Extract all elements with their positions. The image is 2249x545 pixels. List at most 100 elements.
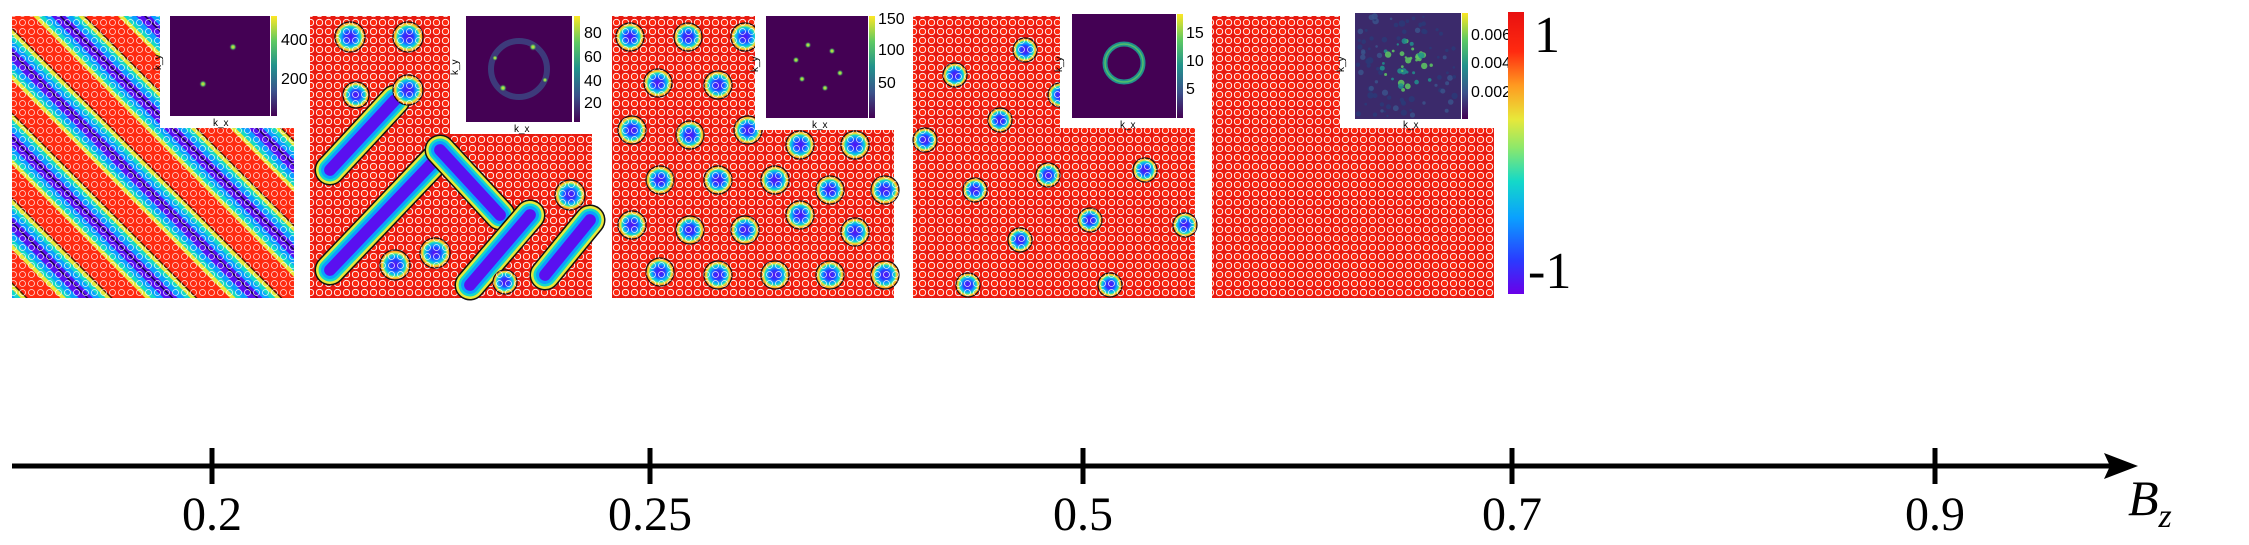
noise-speck <box>1452 75 1457 79</box>
inset-cb-tick: 0.006 <box>1471 27 1511 44</box>
axis-tick-label: 0.9 <box>1905 488 1965 541</box>
noise-speck <box>1357 39 1361 42</box>
noise-speck <box>1421 28 1427 35</box>
skyrmion-spin-overlay <box>646 258 674 286</box>
panel-bz-0.5: 150 100 50 k_y k_x <box>612 11 905 298</box>
skyrmions <box>334 21 586 295</box>
fourier-inset: 400 200 k_y k_x <box>153 16 308 129</box>
skyrmion-spin-overlay <box>646 166 674 194</box>
fourier-inset: 80 60 40 20 k_y k_x <box>450 16 602 135</box>
noise-speck <box>1384 51 1392 58</box>
bragg-peak <box>798 75 806 83</box>
noise-speck <box>1421 21 1426 27</box>
skyrmion-spin-overlay <box>343 82 369 108</box>
inset-ylabel: k_y <box>1054 56 1065 72</box>
inset-cb-tick: 100 <box>878 42 905 59</box>
noise-speck <box>1398 83 1404 89</box>
bz-axis: 0.2 0.25 0.5 0.7 0.9 Bz <box>12 448 2172 541</box>
noise-speck <box>1365 58 1372 65</box>
noise-speck <box>1367 92 1374 99</box>
inset-plot-area <box>1355 13 1461 119</box>
noise-speck <box>1379 102 1385 107</box>
noise-speck <box>1404 83 1411 90</box>
noise-speck <box>1383 110 1386 113</box>
panel-bz-0.2: 400 200 k_y k_x <box>12 12 308 298</box>
bragg-peak <box>542 77 548 83</box>
skyrmions <box>615 22 900 290</box>
noise-speck <box>1379 65 1385 71</box>
noise-speck <box>1437 75 1442 80</box>
noise-speck <box>1409 41 1414 46</box>
skyrmion-spin-overlay <box>731 216 759 244</box>
elongated-domain <box>324 94 401 176</box>
noise-speck <box>1368 85 1374 91</box>
noise-speck <box>1405 57 1412 64</box>
inset-colorbar <box>1462 13 1468 119</box>
skyrmion-spin-overlay <box>786 131 814 159</box>
noise-speck <box>1389 17 1393 21</box>
noise-speck <box>1367 47 1371 51</box>
elongated-domains <box>314 84 606 301</box>
elongated-domain <box>464 209 536 291</box>
ring-peak <box>488 38 550 100</box>
noise-speck <box>1411 47 1415 51</box>
noise-speck <box>1400 109 1407 116</box>
skyrmion-spin-overlay <box>1133 158 1157 182</box>
noise-speck <box>1382 62 1385 65</box>
noise-speck <box>1361 39 1366 44</box>
noise-speckle <box>1355 13 1458 118</box>
skyrmion-spin-overlay <box>841 131 869 159</box>
colorbar-strip <box>1508 12 1524 294</box>
bragg-peak <box>821 84 829 92</box>
noise-speck <box>1364 102 1368 106</box>
inset-plot-area <box>170 16 270 116</box>
axis-variable-label: Bz <box>2128 470 2172 535</box>
noise-speck <box>1393 22 1399 28</box>
noise-speck <box>1387 95 1392 100</box>
noise-speck <box>1447 99 1454 105</box>
bragg-peak <box>529 43 537 51</box>
noise-speck <box>1409 108 1413 112</box>
skyrmion-spin-overlay <box>761 261 789 289</box>
inset-colorbar <box>574 16 580 122</box>
bragg-peak <box>804 41 812 49</box>
inset-xlabel: k_x <box>514 124 530 135</box>
noise-speck <box>1368 14 1375 21</box>
skyrmion-spin-overlay <box>674 23 702 51</box>
colorbar-max-label: 1 <box>1534 7 1560 64</box>
panel-bz-0.25: 80 60 40 20 k_y k_x <box>310 12 606 301</box>
skyrmion-spin-overlay <box>676 121 704 149</box>
fourier-inset: 150 100 50 k_y k_x <box>750 11 905 131</box>
elongated-domain <box>539 214 596 281</box>
noise-speck <box>1381 89 1389 96</box>
inset-cb-tick: 50 <box>878 75 896 92</box>
noise-speck <box>1357 44 1363 50</box>
skyrmion-spin-overlay <box>393 75 423 105</box>
skyrmion-spin-overlay <box>335 22 365 52</box>
noise-speck <box>1434 83 1438 87</box>
skyrmion-spin-overlay <box>704 166 732 194</box>
inset-xlabel: k_x <box>1120 120 1136 131</box>
noise-speck <box>1414 79 1419 85</box>
noise-speck <box>1422 15 1425 18</box>
inset-ylabel: k_y <box>153 54 164 70</box>
noise-speck <box>1436 55 1440 59</box>
noise-speck <box>1384 73 1388 76</box>
inset-xlabel: k_x <box>812 120 828 131</box>
skyrmion-spin-overlay <box>956 273 980 297</box>
skyrmion-spin-overlay <box>704 71 732 99</box>
noise-speck <box>1399 51 1405 57</box>
noise-speck <box>1400 65 1404 68</box>
noise-speck <box>1372 93 1378 99</box>
skyrmion-spin-overlay <box>841 218 869 246</box>
noise-speck <box>1412 71 1416 75</box>
main-colorbar: 1 -1 <box>1508 7 1571 300</box>
noise-speck <box>1381 36 1388 43</box>
axis-tick-label: 0.5 <box>1053 488 1113 541</box>
bragg-peak <box>828 47 836 55</box>
skyrmion-spin-overlay <box>913 128 937 152</box>
noise-speck <box>1391 49 1395 53</box>
skyrmion-spin-overlay <box>380 250 410 280</box>
inset-xlabel: k_x <box>1403 120 1419 131</box>
noise-speck <box>1398 20 1406 27</box>
